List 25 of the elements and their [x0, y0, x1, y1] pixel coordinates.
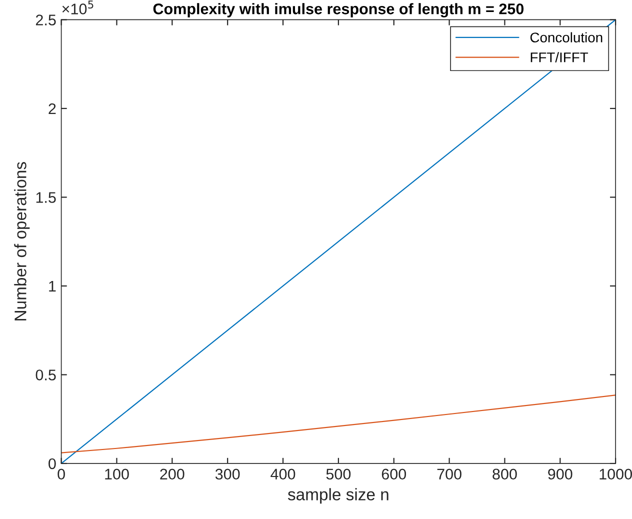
x-tick-label: 800	[492, 468, 517, 480]
y-tick-label: 1.5	[36, 192, 56, 203]
x-tick-label: 500	[326, 468, 351, 480]
x-tick-label: 100	[105, 468, 129, 480]
x-tick-label: 900	[548, 468, 572, 480]
y-tick-label: 2	[48, 103, 56, 114]
text: ×10$^{5}$	[62, 0, 94, 14]
y-tick-label: 1	[49, 280, 56, 292]
legend-label: FFT/IFFT	[530, 52, 588, 62]
x-tick-label: 700	[437, 468, 462, 480]
y-axis-title: Number of operations	[14, 162, 30, 320]
y-tick-label: 0.5	[36, 370, 56, 380]
x-tick-label: 200	[160, 468, 184, 480]
y-tick-label: 0	[48, 458, 56, 470]
x-axis-title: sample size n	[288, 488, 388, 504]
x-tick-label: 0	[58, 468, 65, 480]
x-tick-label: 600	[382, 468, 406, 480]
chart-title: Complexity with imulse response of length m = 250	[153, 3, 524, 18]
line-series	[61, 394, 616, 454]
x-tick-label: 300	[215, 468, 240, 480]
y-tick-label: 2.5	[36, 14, 56, 26]
legend-label: Concolution	[530, 32, 602, 42]
x-tick-label: 400	[270, 468, 296, 480]
line-series	[61, 20, 616, 464]
x-tick-label: 1000	[600, 468, 632, 480]
